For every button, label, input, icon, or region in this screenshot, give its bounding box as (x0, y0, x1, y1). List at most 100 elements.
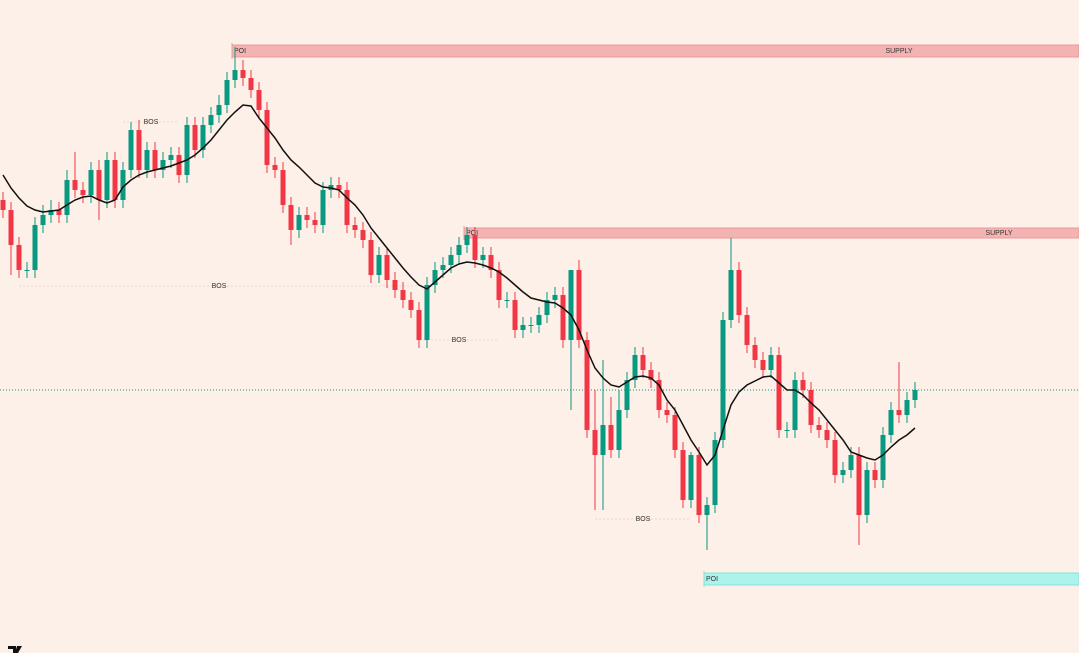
candle-body (752, 345, 758, 360)
candle-body (40, 215, 46, 225)
candle-body (456, 245, 462, 255)
candle-body (240, 70, 246, 78)
candle-body (776, 355, 782, 430)
candle-body (504, 300, 510, 301)
candle-body (608, 425, 614, 450)
candle-body (808, 390, 814, 425)
candle-body (736, 270, 742, 315)
candle-body (120, 170, 126, 200)
candle-body (824, 430, 830, 440)
candle-body (496, 270, 502, 300)
zone-tag: SUPPLY (985, 230, 1012, 237)
candle-body (864, 470, 870, 515)
candle-body (848, 455, 854, 470)
candle-body (400, 290, 406, 300)
candle-body (592, 430, 598, 455)
candle-body (224, 80, 230, 105)
candle-body (8, 210, 14, 245)
candle-body (128, 130, 134, 170)
candle-body (312, 220, 318, 225)
candle-body (696, 455, 702, 515)
bos-label: BOS (636, 516, 651, 523)
candle-body (416, 310, 422, 340)
candle-body (184, 125, 190, 175)
candle-body (640, 355, 646, 370)
candle-body (648, 370, 654, 380)
candle-body (136, 130, 142, 170)
candle-body (232, 70, 238, 80)
candle-body (384, 255, 390, 280)
moving-average (2, 104, 916, 467)
candle-body (352, 225, 358, 230)
candle-body (560, 295, 566, 340)
candle-body (264, 110, 270, 165)
candle-body (528, 325, 534, 326)
candle-body (800, 380, 806, 390)
candle-body (64, 180, 70, 215)
candle-body (656, 380, 662, 410)
candle-body (96, 170, 102, 200)
candle-body (472, 235, 478, 260)
candle-body (32, 225, 38, 270)
candle-body (512, 300, 518, 330)
candle-body (792, 380, 798, 430)
candle-body (896, 410, 902, 415)
bos-label: BOS (144, 119, 159, 126)
candle-body (288, 205, 294, 230)
zone (231, 44, 1079, 58)
candle-body (816, 425, 822, 430)
candle-body (368, 240, 374, 275)
candle-body (520, 325, 526, 330)
candle-body (544, 300, 550, 315)
candle-body (72, 180, 78, 190)
tradingview-logo (8, 646, 22, 653)
zone-tag: SUPPLY (885, 48, 912, 55)
zone-label: POI (466, 230, 478, 237)
candle-body (304, 215, 310, 220)
candle-body (192, 125, 198, 150)
candle-body (856, 455, 862, 515)
candle-body (112, 160, 118, 200)
candle-body (424, 285, 430, 340)
candle-body (712, 440, 718, 505)
candle-body (24, 270, 30, 271)
zone (703, 572, 1079, 586)
candle-body (688, 455, 694, 500)
candle-body (600, 425, 606, 455)
candle-body (16, 245, 22, 270)
candle-body (912, 390, 918, 400)
candle-body (200, 125, 206, 150)
candle-body (392, 280, 398, 290)
candle-body (160, 160, 166, 170)
candle-body (880, 435, 886, 480)
candle-body (432, 270, 438, 285)
candle-body (168, 155, 174, 160)
candle-body (208, 115, 214, 125)
candle-body (904, 400, 910, 415)
candle-body (376, 255, 382, 275)
candle-body (56, 210, 62, 215)
candle-body (488, 255, 494, 270)
candle-body (744, 315, 750, 345)
candle-body (664, 410, 670, 415)
candle-body (320, 190, 326, 225)
candle-body (760, 360, 766, 370)
candle-body (88, 170, 94, 195)
candle-body (408, 300, 414, 310)
candle-body (680, 450, 686, 500)
bos-label: BOS (212, 283, 227, 290)
candle-body (888, 410, 894, 435)
candle-body (832, 440, 838, 475)
candle-body (872, 470, 878, 480)
candle-body (48, 210, 54, 215)
candle-body (272, 165, 278, 170)
candle-body (536, 315, 542, 325)
candle-body (704, 505, 710, 515)
candle-body (440, 265, 446, 270)
candle-body (360, 230, 366, 240)
candle-body (280, 170, 286, 205)
candle-body (720, 320, 726, 440)
bos-label: BOS (452, 337, 467, 344)
candle-body (552, 295, 558, 300)
